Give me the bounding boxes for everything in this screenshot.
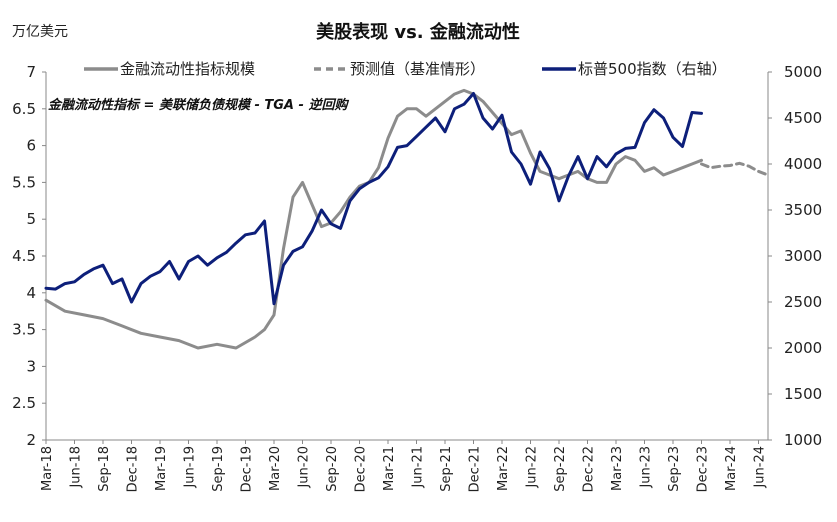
right-tick-label: 2000	[784, 339, 822, 357]
left-tick-label: 6	[26, 137, 36, 155]
x-tick-label: Dec-21	[468, 446, 483, 492]
legend-label-forecast: 预测值（基准情形）	[350, 60, 485, 78]
right-tick-label: 2500	[784, 293, 822, 311]
sp500-line	[44, 92, 703, 306]
chart-title: 美股表现 vs. 金融流动性	[316, 21, 520, 43]
x-tick-label: Mar-19	[154, 446, 169, 491]
x-tick-label: Dec-19	[240, 446, 255, 492]
x-tick-label: Jun-21	[411, 446, 426, 489]
x-tick-label: Sep-23	[667, 446, 682, 492]
left-tick-label: 2.5	[12, 394, 36, 412]
x-tick-label: Mar-23	[610, 446, 625, 491]
x-tick-label: Sep-22	[553, 446, 568, 492]
x-tick-label: Mar-21	[382, 446, 397, 491]
right-tick-label: 4000	[784, 155, 822, 173]
formula-annotation: 金融流动性指标 = 美联储负债规模 - TGA - 逆回购	[48, 97, 349, 113]
x-tick-label: Sep-18	[97, 446, 112, 492]
x-tick-label: Dec-22	[582, 446, 597, 492]
left-tick-label: 3.5	[12, 321, 36, 339]
right-tick-label: 3000	[784, 247, 822, 265]
axes: 2 2.5 3 3.5 4 4.5 5 5.5 6 6.5 7 1000 1500 2000 2500 300…	[12, 63, 822, 492]
x-tick-label: Mar-24	[724, 446, 739, 491]
left-tick-label: 6.5	[12, 100, 36, 118]
x-tick-label: Jun-23	[639, 446, 654, 489]
legend-label-liquidity: 金融流动性指标规模	[120, 60, 255, 78]
x-tick-label: Jun-18	[69, 446, 84, 489]
series-lines	[44, 88, 770, 350]
x-tick-label: Mar-20	[268, 446, 283, 491]
left-tick-label: 4	[26, 284, 36, 302]
x-tick-label: Dec-18	[126, 446, 141, 492]
right-tick-label: 3500	[784, 201, 822, 219]
x-tick-label: Mar-22	[496, 446, 511, 491]
liquidity-line	[44, 88, 703, 350]
x-tick-label: Dec-23	[696, 446, 711, 492]
right-tick-label: 4500	[784, 109, 822, 127]
x-tick-label: Jun-24	[753, 446, 768, 489]
forecast-line	[700, 161, 770, 177]
x-tick-label: Sep-21	[439, 446, 454, 492]
right-tick-label: 1500	[784, 385, 822, 403]
left-tick-label: 4.5	[12, 247, 36, 265]
x-tick-label: Jun-20	[297, 446, 312, 489]
x-tick-label: Jun-19	[183, 446, 198, 489]
left-tick-label: 3	[26, 357, 36, 375]
x-tick-label: Jun-22	[525, 446, 540, 489]
right-tick-label: 5000	[784, 63, 822, 81]
right-tick-label: 1000	[784, 431, 822, 449]
left-tick-label: 2	[26, 431, 36, 449]
legend-label-sp500: 标普500指数（右轴）	[578, 60, 727, 78]
x-tick-label: Dec-20	[354, 446, 369, 492]
x-tick-label: Mar-18	[40, 446, 55, 491]
legend: 金融流动性指标规模 预测值（基准情形） 标普500指数（右轴）	[84, 60, 727, 78]
left-tick-label: 5	[26, 210, 36, 228]
x-tick-label: Sep-20	[325, 446, 340, 492]
left-tick-label: 7	[26, 63, 36, 81]
x-tick-label: Sep-19	[211, 446, 226, 492]
left-axis-unit: 万亿美元	[12, 24, 68, 40]
left-tick-label: 5.5	[12, 173, 36, 191]
